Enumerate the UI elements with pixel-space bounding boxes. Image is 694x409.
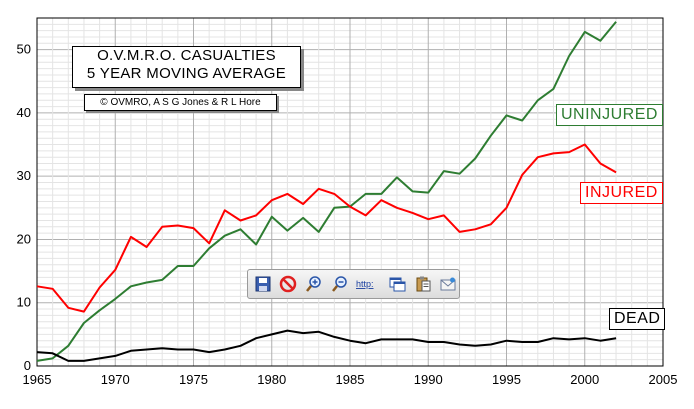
http-icon: http:	[356, 279, 374, 289]
chart-subtitle: 5 YEAR MOVING AVERAGE	[86, 65, 287, 82]
zoom-out-button[interactable]	[329, 273, 351, 295]
x-tick-label: 1965	[23, 372, 52, 387]
zoom-out-icon	[331, 276, 347, 292]
y-tick-label: 10	[17, 295, 31, 310]
y-tick-label: 30	[17, 168, 31, 183]
mail-button[interactable]	[437, 273, 459, 295]
copyright-note: © OVMRO, A S G Jones & R L Hore	[84, 94, 277, 111]
y-tick-label: 20	[17, 231, 31, 246]
x-tick-label: 2005	[649, 372, 678, 387]
window-button[interactable]	[386, 273, 408, 295]
x-tick-label: 1970	[101, 372, 130, 387]
series-line-dead	[36, 329, 617, 362]
chart-title-box: O.V.M.R.O. CASUALTIES 5 YEAR MOVING AVER…	[72, 46, 301, 88]
window-icon	[389, 277, 406, 292]
cancel-button[interactable]	[278, 273, 300, 295]
legend-injured: INJURED	[580, 182, 663, 204]
legend-uninjured: UNINJURED	[556, 104, 663, 126]
x-tick-label: 1995	[492, 372, 521, 387]
mail-icon	[440, 277, 456, 291]
x-tick-label: 1985	[336, 372, 365, 387]
series-line-injured	[36, 143, 617, 313]
x-tick-label: 1990	[414, 372, 443, 387]
y-tick-label: 0	[24, 358, 31, 373]
zoom-in-button[interactable]	[303, 273, 325, 295]
legend-dead: DEAD	[609, 308, 666, 330]
image-toolbar: http:	[247, 269, 460, 299]
plot-frame	[36, 17, 664, 367]
clipboard-button[interactable]	[412, 273, 434, 295]
save-button[interactable]	[252, 273, 274, 295]
x-tick-label: 1975	[179, 372, 208, 387]
chart-title: O.V.M.R.O. CASUALTIES	[97, 47, 276, 64]
http-button[interactable]: http:	[355, 273, 383, 295]
y-tick-label: 50	[17, 42, 31, 57]
cancel-icon	[280, 275, 297, 293]
series-line-uninjured	[36, 21, 617, 362]
svg-text:http:: http:	[356, 279, 374, 289]
tick-labels: 0 10 20 30 40 50 1965 1970 1975 1980 1985 1990 1995 2…	[17, 42, 678, 387]
x-tick-label: 1980	[257, 372, 286, 387]
x-tick-label: 2000	[570, 372, 599, 387]
y-tick-label: 40	[17, 105, 31, 120]
zoom-in-icon	[306, 276, 321, 292]
save-icon	[255, 276, 271, 292]
series-lines	[36, 21, 617, 362]
clipboard-icon	[416, 276, 431, 292]
